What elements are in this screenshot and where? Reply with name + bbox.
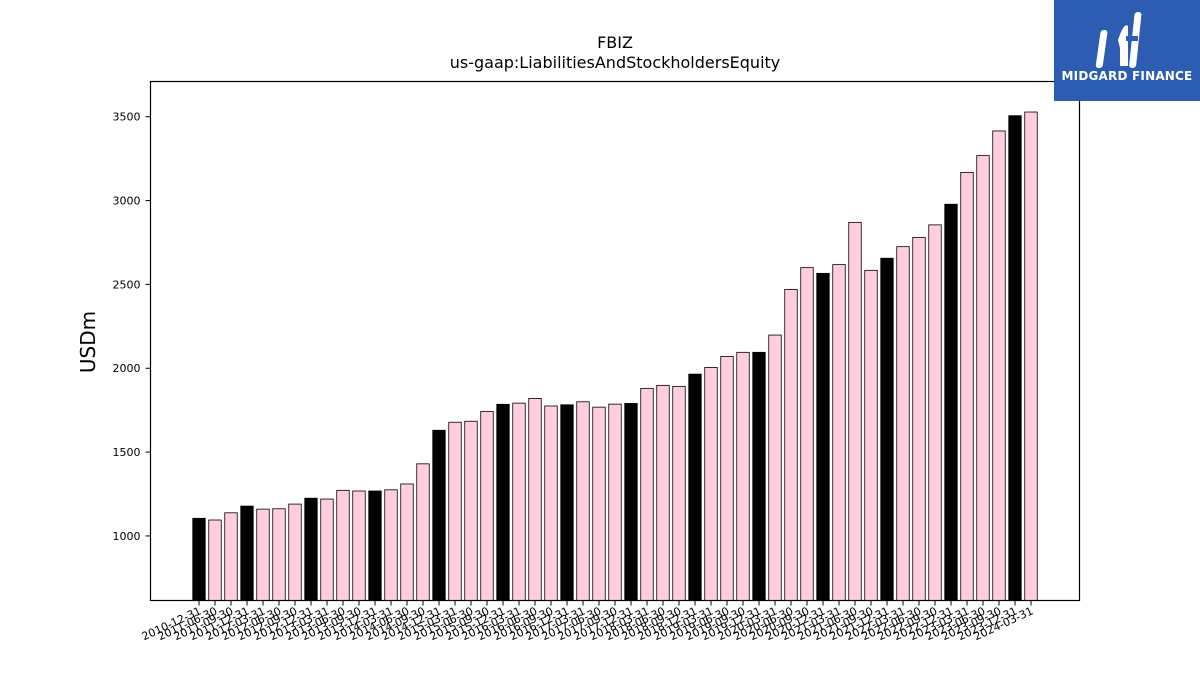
- bar: [1024, 111, 1038, 601]
- bar: [208, 519, 222, 601]
- bar: [720, 356, 734, 601]
- bar: [480, 411, 494, 601]
- bar: [992, 130, 1006, 601]
- bar: [336, 489, 350, 601]
- bar: [752, 351, 766, 601]
- bar: [784, 289, 798, 601]
- bar: [672, 385, 686, 601]
- bar: [912, 237, 926, 601]
- y-tick-label: 1500: [113, 446, 141, 459]
- bar: [688, 373, 702, 601]
- y-tick-label: 2000: [113, 362, 141, 375]
- bar: [816, 272, 830, 601]
- bar: [448, 421, 462, 601]
- bar: [512, 402, 526, 601]
- bar: [640, 387, 654, 601]
- bar: [1008, 115, 1022, 601]
- bar: [736, 351, 750, 601]
- bar: [896, 246, 910, 601]
- x-ticks: 2010-12-312011-06-302011-09-302011-12-31…: [140, 600, 1035, 643]
- bar: [352, 490, 366, 601]
- bar: [832, 264, 846, 601]
- chart-subtitle: us-gaap:LiabilitiesAndStockholdersEquity: [450, 53, 781, 72]
- bar: [288, 503, 302, 601]
- bar: [864, 269, 878, 601]
- bar: [432, 429, 446, 601]
- y-tick-label: 2500: [113, 278, 141, 291]
- bar: [272, 508, 286, 601]
- bar: [608, 403, 622, 601]
- bar: [544, 405, 558, 601]
- chart-title: FBIZ: [597, 33, 633, 52]
- bar: [240, 505, 254, 601]
- bar: [656, 384, 670, 601]
- bar: [576, 401, 590, 601]
- bar: [464, 420, 478, 601]
- logo-text: MIDGARD FINANCE: [1061, 69, 1193, 83]
- bar: [496, 403, 510, 601]
- bar: [256, 508, 270, 601]
- bar: [592, 406, 606, 601]
- bar: [192, 517, 206, 601]
- bar: [416, 463, 430, 601]
- bar: [848, 221, 862, 601]
- plot-frame: [149, 80, 1081, 602]
- bar: [928, 224, 942, 601]
- bar: [624, 403, 638, 601]
- bar: [304, 497, 318, 601]
- y-axis-label: USDm: [76, 311, 100, 373]
- y-tick-label: 3500: [113, 111, 141, 124]
- bar: [560, 404, 574, 601]
- bar: [768, 334, 782, 601]
- bar: [224, 512, 238, 601]
- bar: [944, 203, 958, 601]
- y-tick-label: 1000: [113, 530, 141, 543]
- bar: [880, 257, 894, 601]
- bar: [800, 267, 814, 601]
- y-tick-label: 3000: [113, 195, 141, 208]
- bar: [400, 483, 414, 601]
- bar: [704, 367, 718, 601]
- midgard-finance-logo: MIDGARD FINANCE: [1054, 0, 1200, 101]
- bar: [384, 489, 398, 601]
- bar: [960, 171, 974, 601]
- y-ticks: 1000 1500 2000 2500 3000 3500: [113, 111, 151, 543]
- bar: [976, 155, 990, 601]
- bar: [528, 398, 542, 601]
- logo-mark-icon: [1095, 12, 1142, 68]
- bar: [368, 490, 382, 601]
- bar: [320, 498, 334, 601]
- bars-layer: [192, 111, 1038, 601]
